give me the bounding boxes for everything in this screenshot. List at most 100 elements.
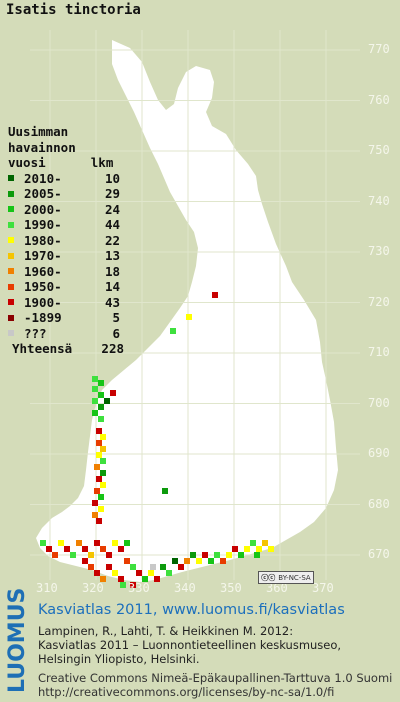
- legend-swatch: [8, 237, 14, 244]
- legend-total: Yhteensä 228: [8, 341, 124, 357]
- citation-line-2: Kasviatlas 2011 – Luonnontieteellinen ke…: [38, 638, 342, 652]
- legend-row: 1990- 44: [8, 217, 124, 233]
- occurrence-cell: [94, 570, 100, 576]
- legend-count: 29: [104, 186, 120, 201]
- occurrence-cell: [160, 564, 166, 570]
- legend-swatch: [8, 206, 14, 213]
- occurrence-cell: [100, 446, 106, 452]
- occurrence-cell: [124, 540, 130, 546]
- y-tick-label: 690: [368, 446, 390, 460]
- occurrence-cell: [100, 546, 106, 552]
- occurrence-cell: [92, 386, 98, 392]
- legend-label: 1960-: [24, 263, 62, 279]
- occurrence-cell: [92, 398, 98, 404]
- x-tick-label: 370: [312, 581, 334, 595]
- finland-landmass: [36, 40, 338, 582]
- legend-label: 1950-: [24, 279, 62, 294]
- occurrence-cell: [40, 540, 46, 546]
- legend-row: 1900- 43: [8, 295, 124, 311]
- legend-count: 44: [104, 217, 120, 232]
- occurrence-cells: [40, 292, 274, 588]
- y-tick-label: 770: [368, 42, 390, 56]
- legend-swatch: [8, 283, 14, 290]
- cc-license-badge[interactable]: ⓒⓒ BY-NC-SA: [258, 571, 314, 584]
- legend-count: 13: [104, 248, 120, 263]
- legend-count: 14: [104, 279, 120, 294]
- occurrence-cell: [220, 558, 226, 564]
- legend-header-1: Uusimman: [8, 124, 69, 139]
- occurrence-cell: [172, 558, 178, 564]
- legend: Uusimman havainnon vuosi lkm 2010- 10 2005…: [8, 124, 124, 357]
- kasviatlas-link[interactable]: Kasviatlas 2011, www.luomus.fi/kasviatla…: [38, 602, 345, 618]
- legend-count: 5: [112, 310, 120, 325]
- y-tick-label: 750: [368, 143, 390, 157]
- occurrence-cell: [214, 552, 220, 558]
- occurrence-cell: [100, 576, 106, 582]
- occurrence-cell: [106, 564, 112, 570]
- legend-row: ??? 6: [8, 326, 124, 342]
- legend-count: 43: [104, 294, 120, 310]
- occurrence-cell: [96, 476, 102, 482]
- occurrence-cell: [254, 552, 260, 558]
- legend-label: 2010-: [24, 170, 62, 186]
- legend-swatch: [8, 252, 14, 259]
- occurrence-cell: [96, 518, 102, 524]
- legend-swatch: [8, 299, 14, 306]
- occurrence-cell: [142, 576, 148, 582]
- y-tick-label: 700: [368, 395, 390, 410]
- legend-total-count: 228: [101, 341, 124, 356]
- x-tick-label: 350: [220, 581, 242, 595]
- occurrence-cell: [112, 570, 118, 576]
- occurrence-cell: [98, 380, 104, 386]
- occurrence-cell: [70, 552, 76, 558]
- occurrence-cell: [92, 376, 98, 382]
- legend-label: 1900-: [24, 294, 62, 310]
- legend-row: 2000- 24: [8, 202, 124, 218]
- occurrence-cell: [202, 552, 208, 558]
- legend-row: -1899 5: [8, 310, 124, 326]
- occurrence-cell: [186, 314, 192, 320]
- citation: Lampinen, R., Lahti, T. & Heikkinen M. 2…: [38, 624, 341, 666]
- occurrence-cell: [256, 546, 262, 552]
- y-tick-label: 710: [368, 345, 390, 359]
- legend-count: 24: [104, 201, 120, 217]
- occurrence-cell: [184, 558, 190, 564]
- occurrence-cell: [96, 428, 102, 434]
- legend-count: 22: [104, 232, 120, 248]
- x-tick-label: 320: [82, 581, 104, 595]
- occurrence-cell: [208, 558, 214, 564]
- citation-line-1: Lampinen, R., Lahti, T. & Heikkinen M. 2…: [38, 624, 294, 638]
- occurrence-cell: [76, 540, 82, 546]
- occurrence-cell: [88, 552, 94, 558]
- occurrence-cell: [92, 500, 98, 506]
- x-tick-label: 330: [128, 581, 150, 595]
- y-tick-label: 760: [368, 92, 390, 107]
- occurrence-cell: [94, 540, 100, 546]
- legend-row: 1950- 14: [8, 279, 124, 295]
- occurrence-cell: [100, 470, 106, 476]
- occurrence-cell: [150, 564, 156, 570]
- occurrence-cell: [196, 558, 202, 564]
- occurrence-cell: [262, 540, 268, 546]
- occurrence-cell: [118, 546, 124, 552]
- occurrence-cell: [154, 576, 160, 582]
- occurrence-cell: [120, 582, 126, 588]
- license-line-2[interactable]: http://creativecommons.org/licenses/by-n…: [38, 685, 335, 699]
- legend-rows: 2010- 10 2005- 29 2000- 24 1990- 44 1980- 22 1970-…: [8, 171, 124, 342]
- legend-count: 18: [104, 263, 120, 279]
- occurrence-cell: [88, 564, 94, 570]
- y-tick-label: 670: [368, 547, 390, 561]
- occurrence-cell: [190, 552, 196, 558]
- license-line-1: Creative Commons Nimeä-Epäkaupallinen-Ta…: [38, 671, 393, 685]
- license-note: Creative Commons Nimeä-Epäkaupallinen-Ta…: [38, 671, 392, 699]
- occurrence-cell: [94, 464, 100, 470]
- occurrence-cell: [118, 576, 124, 582]
- occurrence-cell: [244, 546, 250, 552]
- occurrence-cell: [130, 564, 136, 570]
- occurrence-cell: [232, 546, 238, 552]
- occurrence-cell: [124, 558, 130, 564]
- legend-row: 1970- 13: [8, 248, 124, 264]
- y-tick-label: 730: [368, 244, 390, 258]
- occurrence-cell: [64, 546, 70, 552]
- luomus-logo: LUOMUS: [5, 587, 30, 693]
